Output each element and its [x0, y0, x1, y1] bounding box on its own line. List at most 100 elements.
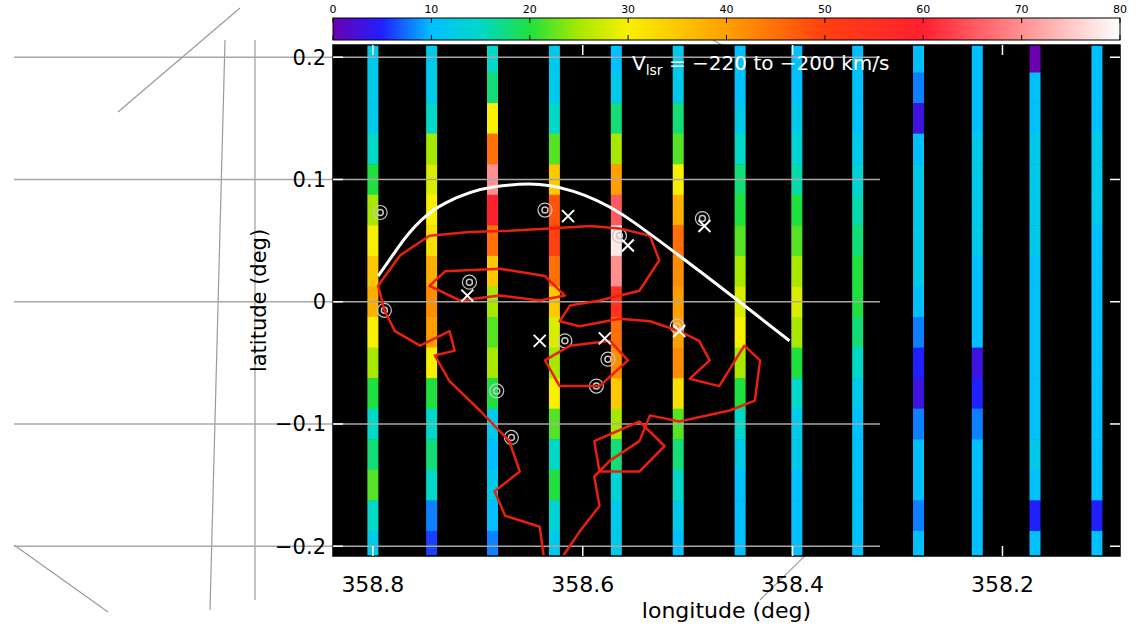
strip-cell: [611, 134, 622, 165]
strip-cell: [549, 470, 560, 501]
strip-cell: [487, 348, 498, 379]
y-tick: [1110, 301, 1120, 303]
colorbar-tick: [1021, 35, 1022, 40]
strip-cell: [852, 348, 863, 379]
strip-cell: [791, 195, 802, 226]
strip-cell: [735, 73, 746, 104]
strip-cell: [972, 286, 983, 317]
strip-cell: [487, 45, 498, 73]
strip-cell: [852, 531, 863, 556]
strip-cell: [1091, 531, 1102, 556]
x-tick-label: 358.4: [761, 572, 824, 597]
annotation-symbol: V: [632, 51, 646, 75]
strip-cell: [913, 195, 924, 226]
strip-cell: [426, 225, 437, 256]
strip-cell: [1030, 317, 1041, 348]
strip-cell: [673, 134, 684, 165]
strip-cell: [367, 256, 378, 287]
strip-cell: [1030, 500, 1041, 531]
strip-cell: [791, 225, 802, 256]
strip-cell: [852, 195, 863, 226]
strip-cell: [791, 531, 802, 556]
strip-cell: [972, 439, 983, 470]
colorbar-tick: [726, 35, 727, 40]
strip-cell: [735, 256, 746, 287]
source-inner: [542, 207, 548, 213]
strip-cell: [426, 45, 437, 73]
strip-cell: [913, 73, 924, 104]
strip-cell: [852, 500, 863, 531]
strip-cell: [1091, 470, 1102, 501]
strip-cell: [549, 73, 560, 104]
strip-cell: [1091, 378, 1102, 409]
colorbar-tick-label: 40: [720, 3, 734, 16]
strip-cell: [791, 378, 802, 409]
strip-cell: [972, 45, 983, 73]
strip-cell: [972, 195, 983, 226]
strip-cell: [972, 348, 983, 379]
strip-cell: [1091, 348, 1102, 379]
colorbar-tick-label: 10: [424, 3, 438, 16]
grid-line: [333, 301, 880, 303]
grid-line-left: [14, 179, 333, 181]
strip-cell: [1030, 286, 1041, 317]
source-inner: [562, 338, 568, 344]
colorbar-tick: [1120, 18, 1121, 23]
strip-cell: [1091, 225, 1102, 256]
strip-cell: [791, 103, 802, 134]
y-tick: [333, 423, 343, 425]
strip-cell: [913, 500, 924, 531]
strip-cell: [487, 531, 498, 556]
strip-cell: [673, 439, 684, 470]
strip-cell: [913, 134, 924, 165]
strip-cell: [549, 103, 560, 134]
strip-cell: [549, 439, 560, 470]
strip-cell: [426, 317, 437, 348]
strip-cell: [913, 103, 924, 134]
strip-cell: [791, 348, 802, 379]
colorbar-tick: [628, 35, 629, 40]
strip-cell: [791, 439, 802, 470]
colorbar-tick: [431, 35, 432, 40]
strip-cell: [852, 225, 863, 256]
strip-cell: [791, 470, 802, 501]
strip-cell: [673, 348, 684, 379]
source-outer: [490, 384, 504, 398]
strip-cell: [1030, 134, 1041, 165]
strip-cell: [1030, 256, 1041, 287]
strip-cell: [673, 531, 684, 556]
source-inner: [466, 279, 472, 285]
y-tick: [1110, 423, 1120, 425]
x-tick: [372, 546, 374, 556]
strip-cell: [611, 45, 622, 73]
strip-cell: [913, 409, 924, 440]
source-inner: [377, 209, 383, 215]
strip-cell: [913, 45, 924, 73]
strip-cell: [913, 286, 924, 317]
strip-cell: [972, 531, 983, 556]
strip-cell: [791, 134, 802, 165]
strip-cell: [972, 164, 983, 195]
strip-cell: [972, 470, 983, 501]
strip-cell: [673, 103, 684, 134]
strip-cell: [852, 378, 863, 409]
x-tick-label: 358.2: [971, 572, 1034, 597]
strip-cell: [1030, 531, 1041, 556]
strip-cell: [735, 470, 746, 501]
source-outer: [373, 205, 387, 219]
strip-cell: [1030, 164, 1041, 195]
y-tick: [1110, 56, 1120, 58]
colorbar-tick: [726, 18, 727, 23]
strip-cell: [1091, 45, 1102, 73]
marker-x: [562, 210, 574, 222]
strip-cell: [735, 225, 746, 256]
strip-cell: [549, 500, 560, 531]
marker-x: [599, 332, 611, 344]
grid-line-left: [14, 56, 333, 58]
strip-cell: [367, 73, 378, 104]
strip-cell: [852, 103, 863, 134]
strip-cell: [852, 134, 863, 165]
strip-cell: [1091, 195, 1102, 226]
strip-cell: [852, 73, 863, 104]
strip-cell: [1030, 195, 1041, 226]
